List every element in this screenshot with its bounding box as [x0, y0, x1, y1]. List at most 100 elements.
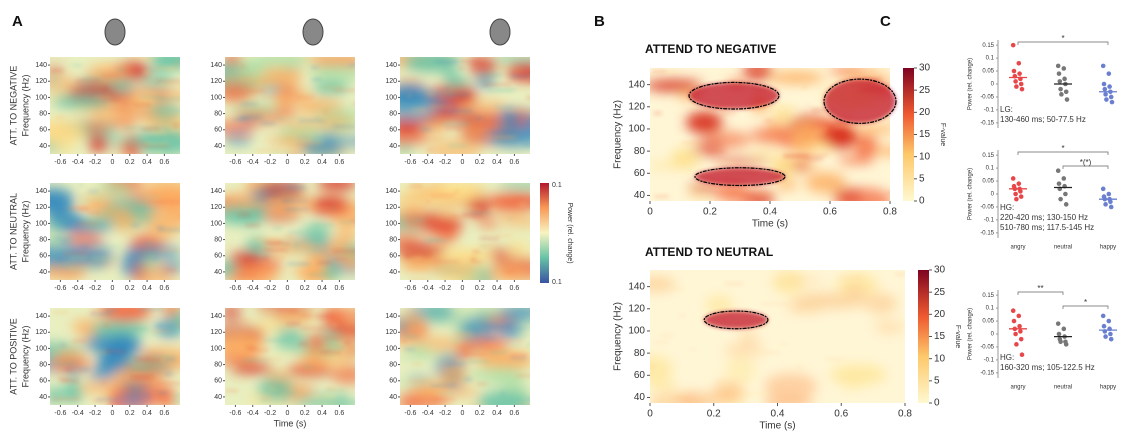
heatmap-blob	[260, 67, 304, 86]
heatmap-streak	[454, 333, 474, 335]
heatmap-streak	[661, 70, 677, 73]
heatmap-streak	[174, 110, 180, 112]
y-tick-label: 80	[389, 110, 397, 117]
heatmap-blob	[232, 366, 275, 374]
heatmap-streak	[837, 276, 864, 279]
heatmap-streak	[509, 357, 527, 359]
heatmap-streak	[518, 403, 530, 405]
data-point	[1055, 168, 1061, 174]
x-tick-label: 0.8	[898, 409, 912, 420]
heatmap-streak	[59, 242, 70, 244]
face-icons	[104, 18, 511, 46]
heatmap-streak	[165, 358, 177, 361]
x-tick-label: 0.4	[142, 285, 152, 292]
heatmap-blob	[231, 103, 282, 114]
heatmap-blob	[685, 111, 723, 134]
heatmap-streak	[516, 375, 530, 377]
heatmap-streak	[77, 222, 98, 225]
heatmap-blob	[317, 183, 355, 192]
data-point	[1019, 86, 1025, 92]
heatmap-streak	[54, 237, 73, 240]
heatmap-blob	[743, 68, 772, 81]
heatmap-streak	[652, 70, 666, 73]
heatmap-streak	[489, 209, 498, 211]
heatmap-streak	[477, 118, 482, 120]
heatmap-streak	[751, 70, 765, 72]
heatmap-streak	[157, 229, 180, 231]
heatmap-streak	[400, 128, 414, 130]
heatmap-blob	[400, 391, 422, 405]
heatmap-streak	[116, 68, 125, 71]
y-tick-label: 80	[389, 236, 397, 243]
cluster-outline	[703, 310, 769, 330]
heatmap-streak	[713, 161, 735, 164]
heatmap-streak	[888, 120, 890, 122]
data-point	[1107, 84, 1112, 89]
heatmap-streak	[430, 138, 444, 140]
heatmap-blob	[50, 78, 62, 85]
heatmap-streak	[650, 382, 666, 385]
data-point	[1014, 196, 1019, 202]
heatmap-streak	[55, 116, 65, 118]
heatmap-streak	[155, 225, 159, 227]
data-point	[1017, 71, 1022, 76]
heatmap-streak	[402, 253, 431, 256]
heatmap-streak	[738, 378, 750, 381]
y-tick-label: 60	[214, 378, 222, 385]
heatmap-streak	[154, 67, 180, 69]
data-point	[1016, 181, 1022, 186]
heatmap-streak	[55, 362, 75, 365]
heatmap-streak	[131, 376, 153, 378]
heatmap-streak	[516, 333, 530, 336]
significant-cluster	[824, 79, 896, 124]
x-tick-label: 0.2	[475, 285, 485, 292]
x-axis-label: Time (s)	[274, 418, 307, 428]
heatmap-streak	[825, 358, 845, 360]
heatmap-streak	[430, 106, 452, 108]
heatmap-streak	[150, 330, 172, 332]
heatmap-blob	[276, 326, 302, 338]
heatmap-streak	[177, 215, 180, 217]
heatmap-streak	[65, 224, 70, 226]
heatmap-streak	[805, 135, 810, 137]
heatmap-streak	[476, 373, 482, 376]
heatmap-streak	[172, 394, 180, 397]
heatmap-streak	[668, 287, 685, 290]
heatmap-streak	[485, 337, 496, 340]
heatmap-streak	[348, 64, 355, 66]
data-point	[1018, 189, 1023, 194]
heatmap-streak	[101, 97, 107, 99]
heatmap-streak	[63, 253, 87, 255]
heatmap-streak	[764, 119, 773, 122]
heatmap-streak	[114, 349, 120, 352]
heatmap-streak	[266, 400, 283, 403]
heatmap-streak	[103, 324, 110, 327]
y-tick-label: 120	[210, 204, 222, 211]
heatmap-streak	[514, 327, 530, 330]
heatmap-streak	[123, 390, 131, 392]
heatmap-blob	[226, 264, 282, 280]
x-tick-label: 0	[460, 285, 464, 292]
heatmap-streak	[97, 351, 108, 354]
heatmap-streak	[65, 367, 72, 370]
heatmap-blob	[400, 310, 424, 335]
heatmap-streak	[527, 344, 530, 346]
heatmap-streak	[446, 94, 470, 96]
heatmap-streak	[81, 246, 88, 249]
heatmap-blob	[225, 261, 238, 276]
y-tick-label: 140	[35, 188, 47, 195]
heatmap-streaks	[52, 308, 180, 404]
heatmap-streak	[140, 144, 148, 146]
heatmap-blob	[402, 57, 460, 73]
heatmap-streak	[90, 313, 112, 315]
x-tick-label: 0.6	[834, 409, 848, 420]
heatmap-streak	[410, 257, 422, 260]
heatmap-blob	[311, 107, 355, 120]
heatmap-blob	[872, 146, 890, 156]
heatmap-texture	[650, 270, 905, 403]
heatmap-streak	[652, 341, 670, 343]
heatmap-streak	[256, 80, 278, 83]
y-tick-label: 40	[634, 190, 646, 201]
x-tick-label: 0.2	[125, 159, 135, 166]
heatmap-streak	[68, 207, 88, 210]
